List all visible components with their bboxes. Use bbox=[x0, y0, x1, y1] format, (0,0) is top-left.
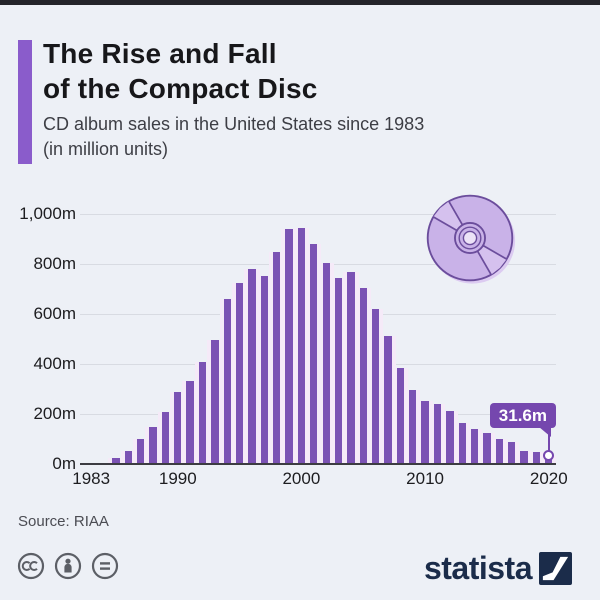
bar-1986 bbox=[124, 450, 132, 465]
top-border-strip bbox=[0, 0, 600, 5]
callout-connector bbox=[547, 434, 550, 454]
bar-1995 bbox=[235, 283, 244, 464]
bar-2009 bbox=[409, 389, 417, 465]
bar-2005 bbox=[359, 287, 367, 464]
bar-1985 bbox=[112, 458, 120, 465]
bar-2015 bbox=[483, 433, 491, 464]
bar-2006 bbox=[372, 309, 380, 464]
attribution-icon bbox=[54, 552, 82, 580]
bar-2004 bbox=[347, 272, 355, 465]
bar-2012 bbox=[446, 411, 454, 464]
y-axis-label: 0m bbox=[52, 454, 76, 473]
bar-1999 bbox=[285, 229, 293, 464]
bar-2002 bbox=[322, 263, 330, 464]
callout-pointer bbox=[538, 427, 551, 437]
callout-dot bbox=[542, 450, 554, 462]
subtitle-line-1: CD album sales in the United States sinc… bbox=[43, 114, 425, 134]
cc-icon bbox=[17, 552, 45, 580]
x-axis-label: 2020 bbox=[529, 469, 568, 488]
title-line-1: The Rise and Fall bbox=[43, 38, 277, 69]
title-accent-bar bbox=[18, 40, 32, 164]
gridline bbox=[80, 214, 556, 215]
gridline bbox=[80, 314, 556, 315]
subtitle-line-2: (in million units) bbox=[43, 139, 169, 159]
bar-1987 bbox=[137, 438, 145, 464]
x-axis-line bbox=[80, 463, 556, 465]
bar-1990 bbox=[174, 392, 182, 464]
x-axis-label: 1990 bbox=[158, 469, 197, 488]
source-text: Source: RIAA bbox=[18, 513, 109, 530]
bar-1988 bbox=[149, 426, 157, 464]
bar-2013 bbox=[458, 422, 466, 464]
bar-1993 bbox=[211, 340, 219, 464]
bar-1991 bbox=[186, 380, 194, 464]
statista-logo-icon bbox=[539, 551, 572, 585]
y-axis-label: 1,000m bbox=[19, 204, 76, 223]
bar-2016 bbox=[495, 439, 503, 464]
statista-wordmark: statista bbox=[423, 550, 533, 586]
x-axis-label: 2010 bbox=[406, 469, 444, 488]
value-callout: 31.6m bbox=[489, 403, 556, 428]
bar-2018 bbox=[520, 451, 528, 464]
bar-2019 bbox=[532, 452, 541, 464]
bar-2000 bbox=[297, 228, 306, 464]
x-axis-label: 2000 bbox=[282, 469, 321, 488]
bar-2003 bbox=[334, 277, 343, 464]
bar-2008 bbox=[396, 367, 405, 464]
bar-1992 bbox=[198, 362, 207, 464]
bar-1998 bbox=[273, 252, 281, 465]
bar-2010 bbox=[421, 400, 429, 465]
bar-2014 bbox=[470, 428, 479, 464]
bar-1989 bbox=[161, 412, 170, 464]
y-axis-label: 800m bbox=[33, 254, 76, 273]
gridline bbox=[80, 414, 556, 415]
y-axis-label: 400m bbox=[33, 354, 76, 373]
bar-2001 bbox=[310, 243, 318, 464]
bar-1996 bbox=[248, 269, 256, 464]
x-axis-label: 1983 bbox=[72, 469, 111, 488]
chart-subtitle: CD album sales in the United States sinc… bbox=[43, 112, 424, 162]
nd-icon bbox=[91, 552, 119, 580]
bar-1994 bbox=[223, 298, 231, 464]
y-axis-label: 200m bbox=[33, 404, 76, 423]
y-axis-label: 600m bbox=[33, 304, 76, 323]
title-line-2: of the Compact Disc bbox=[43, 73, 318, 104]
statista-logo: statista bbox=[424, 551, 572, 585]
bar-2017 bbox=[508, 442, 516, 464]
gridline bbox=[80, 264, 556, 265]
gridline bbox=[80, 364, 556, 365]
bar-2007 bbox=[384, 336, 392, 464]
bar-2011 bbox=[433, 403, 442, 464]
cd-disc-icon bbox=[426, 194, 516, 284]
bar-1997 bbox=[260, 275, 268, 464]
page-title: The Rise and Fall of the Compact Disc bbox=[43, 36, 318, 106]
license-icons bbox=[17, 552, 119, 580]
